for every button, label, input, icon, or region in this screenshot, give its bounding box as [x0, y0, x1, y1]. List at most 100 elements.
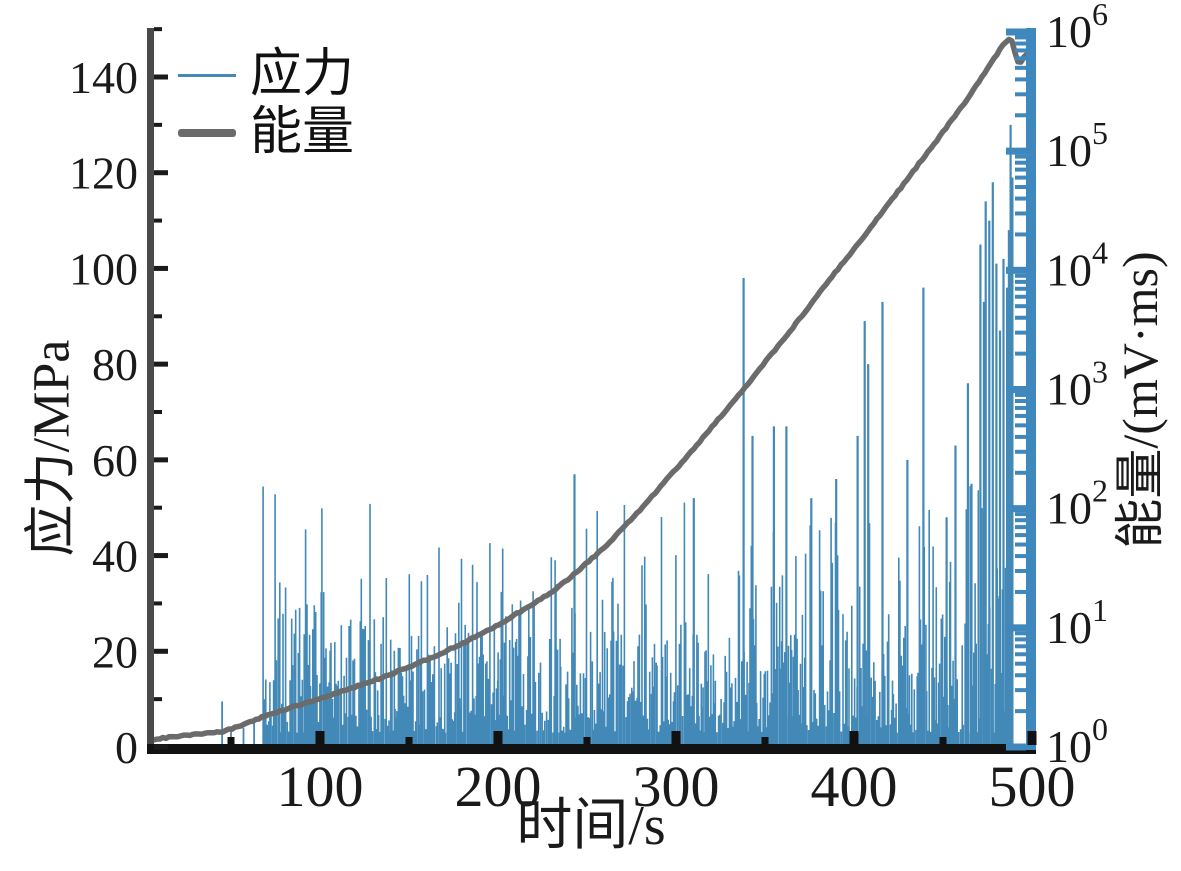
left-minor-tick — [154, 601, 162, 606]
right-minor-tick — [1015, 637, 1026, 642]
right-minor-tick — [1015, 525, 1026, 530]
right-minor-tick — [1015, 709, 1026, 714]
right-minor-tick — [1015, 470, 1026, 475]
left-tick-label: 60 — [92, 435, 138, 486]
legend-item-energy: 能量 — [178, 104, 354, 162]
left-minor-tick — [154, 505, 162, 510]
right-minor-tick — [1015, 512, 1026, 517]
right-major-tick — [1006, 266, 1026, 274]
energy-curve — [148, 36, 1033, 743]
right-major-tick — [1006, 505, 1026, 513]
stress-spikes-background — [262, 486, 1010, 746]
left-minor-tick — [154, 122, 162, 127]
right-minor-tick — [1015, 330, 1026, 335]
legend-label-energy: 能量 — [250, 104, 355, 161]
x-tick-label: 400 — [811, 754, 898, 819]
energy-curve-series — [148, 36, 1033, 743]
right-minor-tick — [1015, 631, 1026, 636]
x-axis-ticks: 100 200 300 400 500 — [227, 731, 1076, 819]
right-major-tick — [1006, 147, 1026, 155]
right-tick-label: 104 — [1046, 234, 1108, 295]
right-minor-tick — [1015, 232, 1026, 237]
left-tick-label: 100 — [69, 243, 138, 294]
right-minor-tick — [1015, 652, 1026, 657]
right-axis-title: 能量/(mV·ms) — [1112, 251, 1168, 549]
left-minor-tick — [154, 218, 162, 223]
x-axis-title: 时间/s — [516, 795, 666, 857]
right-tick-label: 100 — [1046, 711, 1108, 772]
right-minor-tick — [1015, 304, 1026, 309]
x-tick-label: 300 — [633, 754, 720, 819]
right-minor-tick — [1015, 554, 1026, 559]
x-tick-label: 200 — [455, 754, 542, 819]
right-minor-tick — [1015, 279, 1026, 284]
right-minor-tick — [1015, 673, 1026, 678]
left-major-tick — [154, 648, 168, 654]
right-minor-tick — [1015, 644, 1026, 649]
right-minor-tick — [1015, 211, 1026, 216]
right-minor-tick — [1015, 65, 1026, 70]
stress-spikes-peaks — [573, 124, 1014, 746]
right-tick-label: 103 — [1046, 353, 1108, 414]
right-minor-tick — [1015, 167, 1026, 172]
x-major-tick — [315, 731, 325, 745]
x-tick-label: 100 — [277, 754, 364, 819]
right-minor-tick — [1015, 92, 1026, 97]
right-minor-tick — [1015, 392, 1026, 397]
right-minor-tick — [1015, 41, 1026, 46]
right-minor-tick — [1015, 533, 1026, 538]
right-minor-tick — [1015, 56, 1026, 61]
stress-line-sample — [178, 73, 236, 77]
x-tick-label: 500 — [989, 754, 1076, 819]
x-major-tick — [671, 731, 681, 745]
right-tick-label: 102 — [1046, 473, 1108, 534]
right-minor-tick — [1015, 518, 1026, 523]
x-major-tick — [493, 731, 503, 745]
x-minor-tick — [227, 737, 235, 745]
left-major-tick — [154, 744, 168, 750]
left-major-tick — [154, 457, 168, 463]
right-minor-tick — [1015, 405, 1026, 410]
right-minor-tick — [1015, 48, 1026, 53]
axes-spines — [147, 28, 1036, 754]
left-minor-tick — [154, 697, 162, 702]
right-minor-tick — [1015, 688, 1026, 693]
left-tick-label: 20 — [92, 626, 138, 677]
legend-item-stress: 应力 — [178, 46, 354, 104]
left-major-tick — [154, 553, 168, 559]
left-minor-tick — [154, 410, 162, 415]
right-spine — [1026, 28, 1036, 750]
right-minor-tick — [1015, 185, 1026, 190]
x-minor-tick — [939, 737, 947, 745]
right-minor-tick — [1015, 542, 1026, 547]
bottom-spine — [147, 744, 1036, 754]
right-minor-tick — [1015, 77, 1026, 82]
left-major-tick — [154, 361, 168, 367]
legend: 应力 能量 — [178, 46, 354, 162]
right-minor-tick — [1015, 661, 1026, 666]
x-minor-tick — [761, 737, 769, 745]
right-major-tick — [1006, 385, 1026, 393]
right-minor-tick — [1015, 175, 1026, 180]
right-minor-tick — [1015, 423, 1026, 428]
right-minor-tick — [1015, 160, 1026, 165]
right-tick-label: 106 — [1046, 0, 1108, 57]
right-minor-tick — [1015, 273, 1026, 278]
right-minor-tick — [1015, 449, 1026, 454]
left-tick-label: 120 — [69, 148, 138, 199]
energy-line-sample — [178, 129, 236, 137]
right-minor-tick — [1015, 589, 1026, 594]
legend-label-stress: 应力 — [250, 46, 355, 103]
left-tick-label: 80 — [92, 339, 138, 390]
right-axis-ticks: 100 101 102 103 104 105 106 — [1006, 0, 1108, 772]
right-minor-tick — [1015, 568, 1026, 573]
right-minor-tick — [1015, 286, 1026, 291]
left-tick-label: 140 — [69, 52, 138, 103]
x-major-tick — [849, 731, 859, 745]
right-minor-tick — [1015, 351, 1026, 356]
left-major-tick — [154, 74, 168, 80]
left-major-tick — [154, 265, 168, 271]
left-minor-tick — [154, 314, 162, 319]
